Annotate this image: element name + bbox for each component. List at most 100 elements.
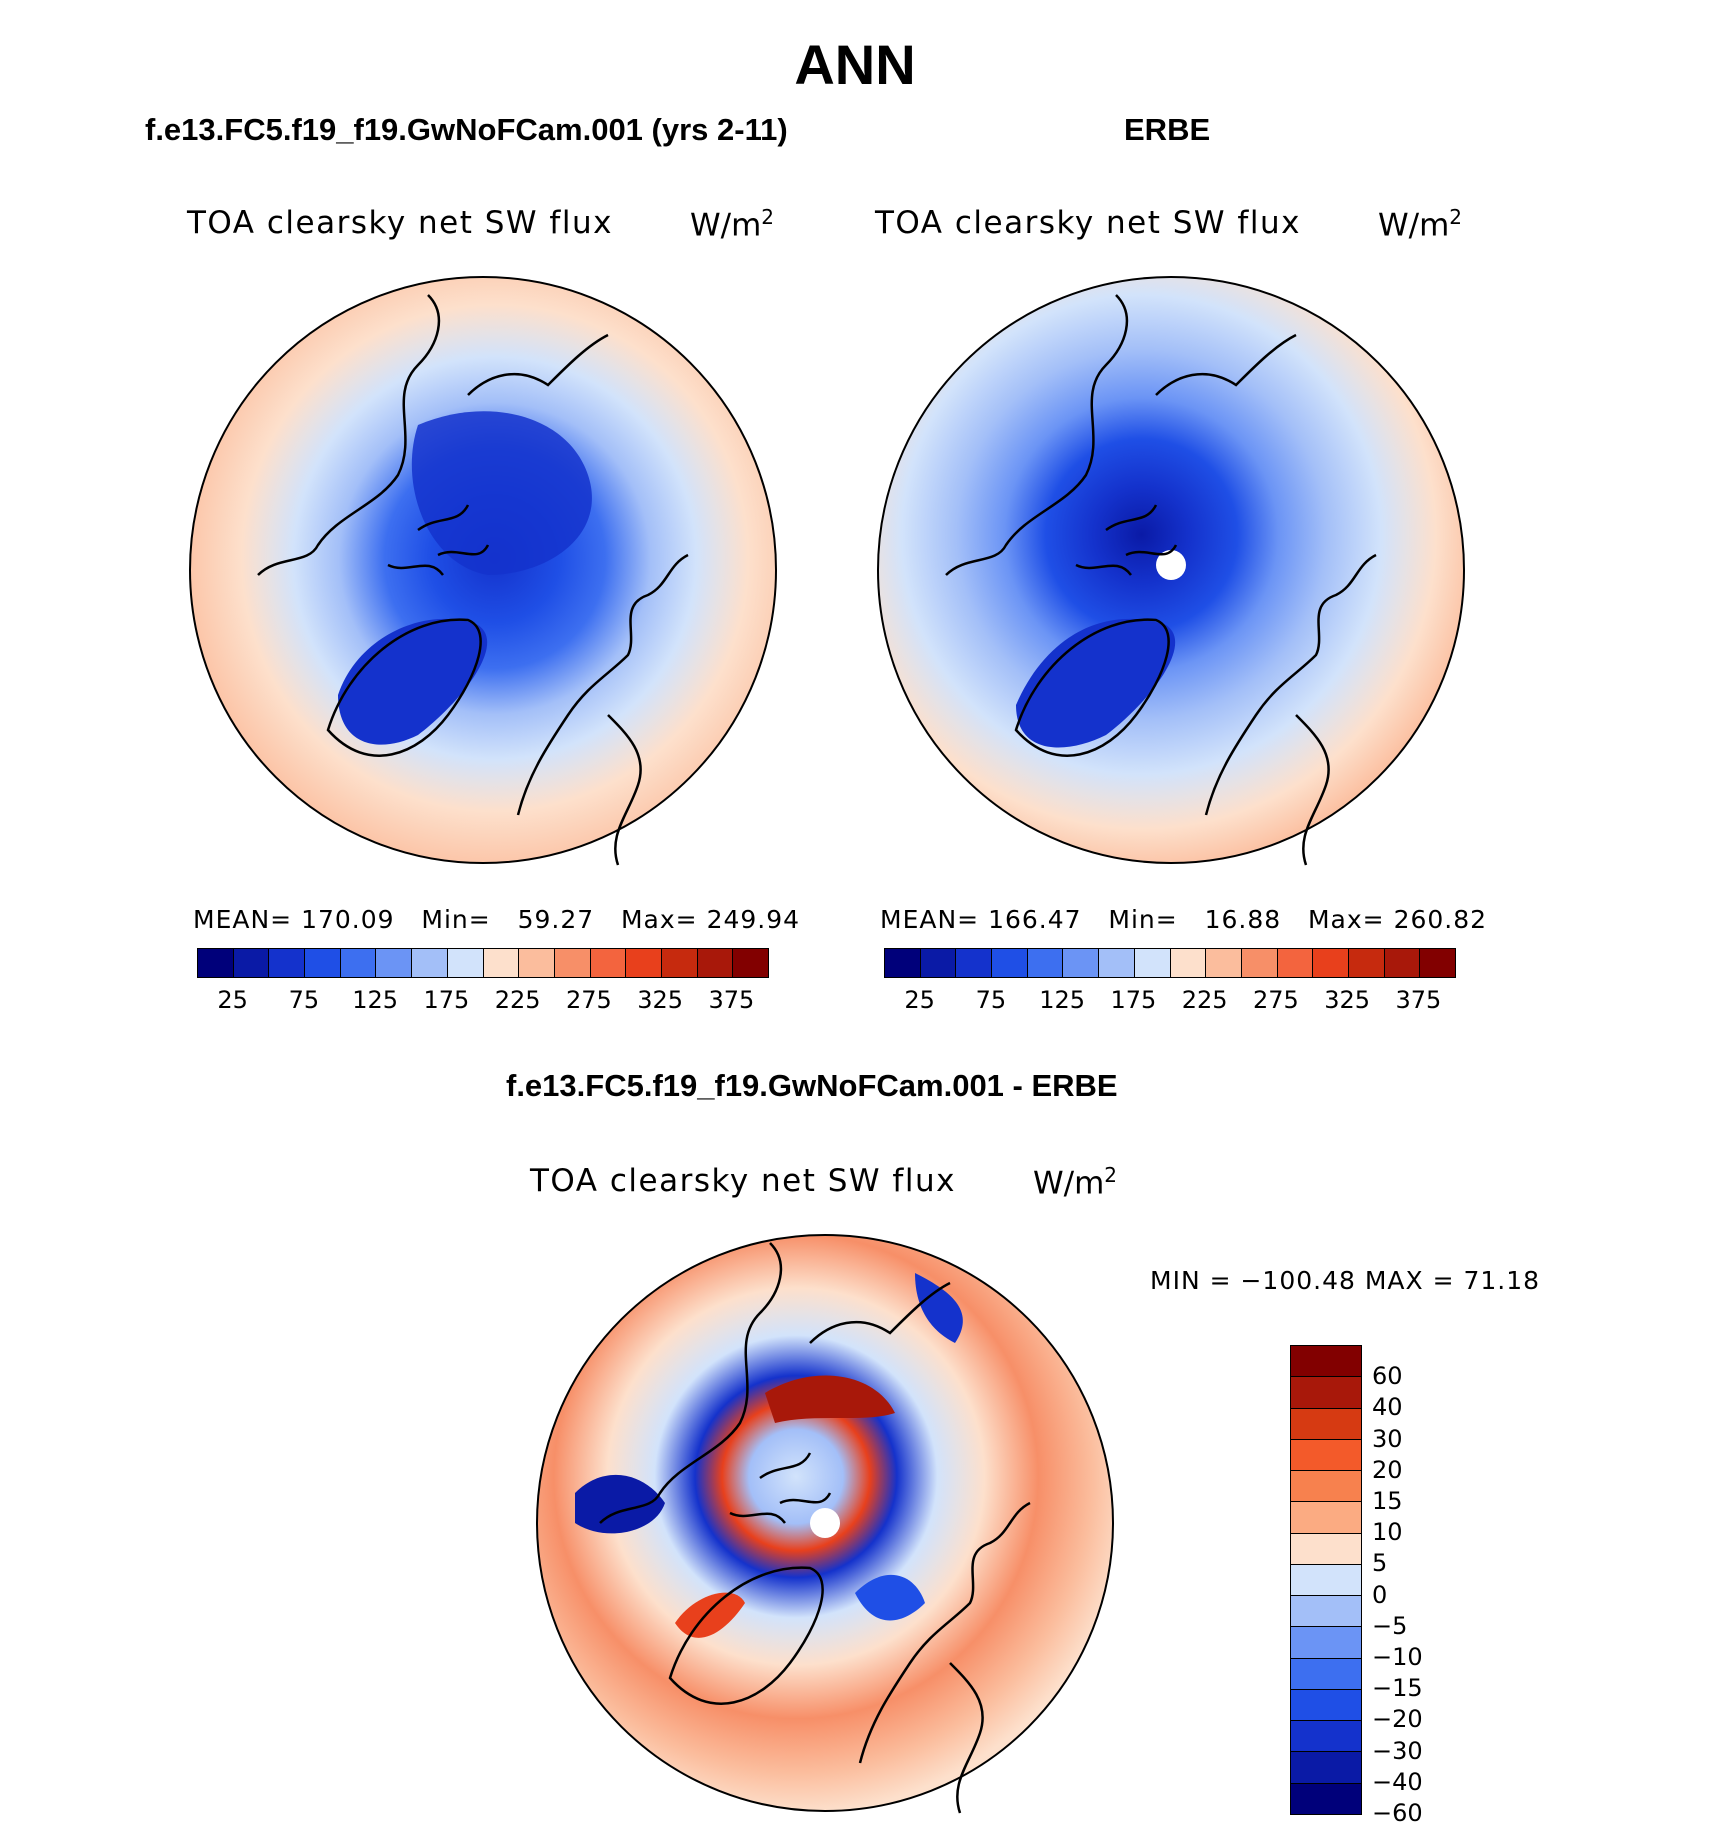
colorbar-swatch [1384, 949, 1421, 977]
colorbar-tick-label: −15 [1372, 1674, 1423, 1703]
colorbar-tick-label: −20 [1372, 1705, 1423, 1734]
colorbar-swatch [1291, 1408, 1361, 1440]
colorbar-tick-label: 275 [1252, 986, 1299, 1014]
colorbar-swatch [233, 949, 270, 977]
obs-polar-map [877, 276, 1465, 866]
model-units: W/m2 [690, 205, 775, 244]
colorbar-swatch [661, 949, 698, 977]
coastline [599, 1242, 1031, 1814]
colorbar-tick-label: −40 [1372, 1767, 1423, 1796]
colorbar-swatch [1063, 949, 1100, 977]
colorbar-tick-label: 25 [217, 986, 248, 1014]
colorbar-swatch [340, 949, 377, 977]
colorbar-swatch [447, 949, 484, 977]
obs-colorbar [884, 948, 1456, 978]
colorbar-swatch [269, 949, 306, 977]
colorbar-tick-label: 75 [288, 986, 320, 1014]
colorbar-tick-label: 375 [1395, 986, 1442, 1014]
colorbar-tick-label: 325 [637, 986, 684, 1014]
obs-stats: MEAN= 166.47 Min= 16.88 Max= 260.82 [880, 905, 1488, 934]
model-panel-label: TOA clearsky net SW flux [187, 205, 613, 241]
colorbar-tick-label: 40 [1372, 1393, 1403, 1422]
colorbar-swatch [1291, 1471, 1361, 1503]
colorbar-swatch [1291, 1377, 1361, 1409]
colorbar-swatch [1291, 1596, 1361, 1628]
figure-title: ANN [794, 33, 916, 96]
map-boundary [189, 276, 777, 864]
model-polar-map [189, 276, 777, 866]
diff-units: W/m2 [1033, 1163, 1118, 1202]
diff-minmax: MIN = −100.48 MAX = 71.18 [1150, 1266, 1541, 1295]
colorbar-swatch [885, 949, 921, 977]
colorbar-swatch [1206, 949, 1242, 977]
colorbar-swatch [1291, 1346, 1361, 1378]
colorbar-tick-label: 75 [975, 986, 1007, 1014]
colorbar-swatch [376, 949, 413, 977]
colorbar-swatch [1291, 1783, 1361, 1814]
colorbar-tick-label: 225 [1181, 986, 1228, 1014]
colorbar-swatch [1277, 949, 1314, 977]
colorbar-swatch [626, 949, 662, 977]
colorbar-swatch [483, 949, 520, 977]
colorbar-tick-label: −30 [1372, 1736, 1423, 1765]
colorbar-swatch [1348, 949, 1385, 977]
obs-case-title: ERBE [1124, 112, 1211, 147]
colorbar-swatch [956, 949, 993, 977]
colorbar-tick-label: 225 [494, 986, 541, 1014]
colorbar-swatch [519, 949, 555, 977]
colorbar-swatch [1291, 1627, 1361, 1659]
colorbar-tick-label: 10 [1372, 1518, 1403, 1547]
colorbar-tick-label: 325 [1324, 986, 1371, 1014]
colorbar-swatch [1291, 1533, 1361, 1565]
colorbar-swatch [1291, 1658, 1361, 1690]
colorbar-tick-label: 175 [423, 986, 470, 1014]
diff-colorbar [1290, 1345, 1362, 1815]
colorbar-swatch [554, 949, 591, 977]
colorbar-swatch [1099, 949, 1135, 977]
colorbar-swatch [1291, 1752, 1361, 1784]
colorbar-swatch [1291, 1439, 1361, 1472]
colorbar-tick-label: −5 [1372, 1611, 1408, 1640]
obs-panel-label: TOA clearsky net SW flux [875, 205, 1301, 241]
model-colorbar [197, 948, 769, 978]
colorbar-tick-label: 20 [1372, 1455, 1403, 1484]
colorbar-swatch [1291, 1564, 1361, 1597]
model-case-title: f.e13.FC5.f19_f19.GwNoFCam.001 (yrs 2-11… [145, 112, 788, 147]
diff-case-title: f.e13.FC5.f19_f19.GwNoFCam.001 - ERBE [506, 1068, 1118, 1103]
map-boundary [536, 1234, 1114, 1812]
obs-units: W/m2 [1378, 205, 1463, 244]
colorbar-tick-label: 60 [1372, 1362, 1403, 1391]
colorbar-swatch [1027, 949, 1064, 977]
diff-polar-map [536, 1234, 1114, 1814]
colorbar-tick-label: 125 [352, 986, 399, 1014]
map-boundary [877, 276, 1465, 864]
colorbar-tick-label: 275 [565, 986, 612, 1014]
colorbar-swatch [1313, 949, 1349, 977]
colorbar-tick-label: 30 [1372, 1424, 1403, 1453]
colorbar-swatch [198, 949, 234, 977]
colorbar-swatch [590, 949, 627, 977]
colorbar-tick-label: −60 [1372, 1799, 1423, 1827]
colorbar-swatch [992, 949, 1028, 977]
colorbar-tick-label: 125 [1039, 986, 1086, 1014]
colorbar-tick-label: 0 [1372, 1580, 1388, 1609]
colorbar-tick-label: 175 [1110, 986, 1157, 1014]
colorbar-swatch [1291, 1502, 1361, 1534]
model-stats: MEAN= 170.09 Min= 59.27 Max= 249.94 [193, 905, 801, 934]
coastline [945, 294, 1377, 866]
colorbar-swatch [920, 949, 957, 977]
colorbar-swatch [1291, 1689, 1361, 1722]
colorbar-swatch [305, 949, 341, 977]
colorbar-swatch [412, 949, 448, 977]
diff-panel-label: TOA clearsky net SW flux [530, 1163, 956, 1199]
colorbar-tick-label: 5 [1372, 1549, 1388, 1578]
colorbar-tick-label: 25 [904, 986, 935, 1014]
colorbar-swatch [697, 949, 734, 977]
colorbar-swatch [1291, 1721, 1361, 1753]
colorbar-swatch [1170, 949, 1207, 977]
colorbar-swatch [1134, 949, 1171, 977]
colorbar-tick-label: 375 [708, 986, 755, 1014]
colorbar-tick-label: −10 [1372, 1643, 1423, 1671]
colorbar-swatch [1241, 949, 1278, 977]
colorbar-swatch [1420, 949, 1455, 977]
